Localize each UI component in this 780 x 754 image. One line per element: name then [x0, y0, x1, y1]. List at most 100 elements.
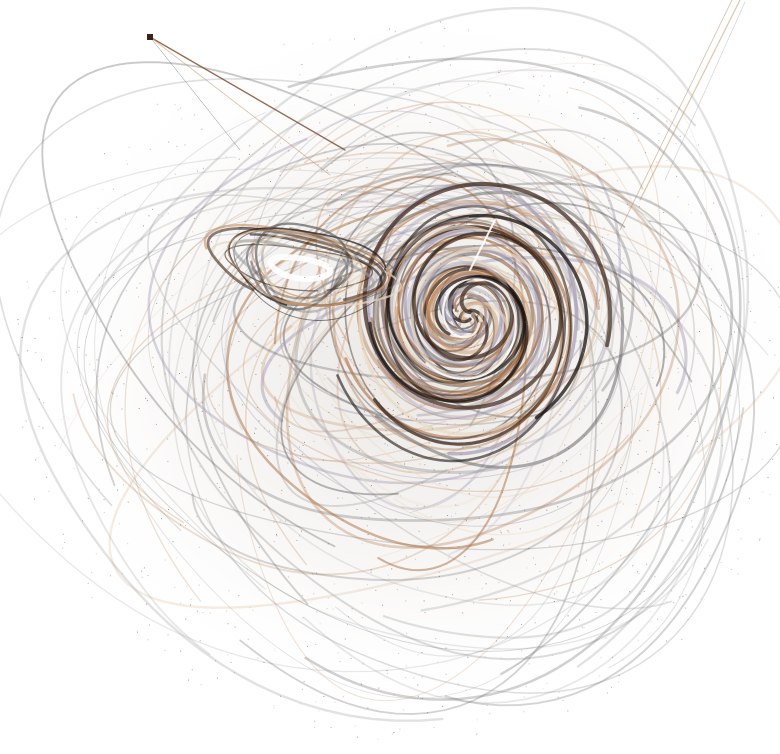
stipple-dot — [103, 499, 105, 501]
stipple-dot — [582, 166, 583, 168]
stipple-dot — [174, 173, 176, 175]
stipple-dot — [446, 365, 448, 367]
stipple-dot — [339, 213, 341, 215]
stipple-dot — [459, 269, 461, 270]
stipple-dot — [586, 396, 588, 398]
stipple-dot — [279, 520, 281, 522]
stipple-dot — [410, 183, 412, 185]
stipple-dot — [357, 716, 359, 718]
stipple-dot — [234, 331, 236, 333]
vortex-strand — [372, 221, 566, 420]
stipple-dot — [538, 335, 540, 337]
stipple-dot — [330, 94, 332, 96]
stipple-dot — [599, 264, 601, 266]
stipple-dot — [685, 594, 687, 596]
stipple-dot — [599, 675, 601, 677]
stipple-dot — [525, 311, 527, 313]
stipple-dot — [562, 289, 564, 291]
stipple-dot — [68, 252, 70, 254]
stipple-dot — [201, 402, 203, 404]
stipple-dot — [618, 675, 620, 677]
stipple-dot — [226, 610, 227, 612]
stipple-dot — [588, 540, 590, 542]
stipple-dot — [330, 313, 332, 315]
stipple-dot — [187, 519, 189, 521]
stipple-dot — [465, 689, 467, 691]
stipple-dot — [34, 498, 35, 500]
stipple-dot — [348, 451, 350, 453]
stipple-dot — [123, 484, 124, 486]
stipple-dot — [640, 320, 642, 322]
stipple-dot — [192, 98, 194, 100]
stipple-dot — [658, 421, 660, 423]
stipple-dot — [347, 624, 348, 626]
stipple-dot — [594, 226, 596, 228]
stipple-dot — [750, 310, 752, 312]
stipple-dot — [524, 321, 526, 323]
stipple-dot — [387, 672, 389, 674]
stipple-dot — [468, 493, 470, 495]
stipple-dot — [194, 398, 196, 400]
stipple-dot — [289, 344, 291, 346]
stipple-dot — [592, 328, 594, 330]
stipple-dot — [419, 463, 421, 465]
stipple-dot — [508, 531, 510, 533]
stipple-dot — [383, 326, 384, 328]
stipple-dot — [79, 384, 81, 386]
stipple-dot — [112, 277, 114, 278]
stipple-dot — [549, 545, 551, 547]
stipple-dot — [761, 434, 763, 436]
outer-strand — [0, 153, 735, 673]
stipple-dot — [312, 43, 314, 45]
stipple-dot — [185, 376, 187, 378]
stipple-dot — [17, 323, 19, 325]
stipple-dot — [577, 570, 579, 572]
stipple-dot — [419, 377, 421, 378]
stipple-dot — [699, 331, 700, 332]
stipple-dot — [663, 232, 664, 234]
stipple-dot — [181, 371, 183, 373]
stipple-dot — [314, 727, 315, 729]
stipple-dot — [307, 645, 308, 647]
stipple-dot — [562, 699, 564, 701]
stipple-dot — [456, 170, 458, 172]
stipple-dot — [201, 128, 203, 130]
stipple-dot — [775, 444, 777, 446]
mid-strand — [273, 302, 499, 462]
stipple-dot — [445, 647, 447, 649]
outer-strand — [60, 197, 608, 656]
background-haze — [20, 0, 780, 720]
outer-strand — [147, 173, 547, 514]
stipple-dot — [538, 100, 540, 102]
stipple-dot — [580, 169, 582, 171]
stipple-dot — [554, 593, 556, 595]
stipple-dot — [387, 444, 388, 446]
stipple-dot — [606, 399, 608, 400]
stipple-dot — [184, 144, 186, 146]
stipple-dot — [481, 363, 483, 365]
stipple-dot — [137, 631, 138, 633]
stipple-dot — [379, 409, 381, 410]
stipple-dot — [342, 519, 344, 521]
stipple-dot — [625, 494, 627, 495]
stipple-dot — [487, 92, 489, 94]
stipple-dot — [242, 404, 244, 406]
stipple-dot — [437, 345, 439, 347]
stipple-dot — [397, 402, 398, 404]
stipple-dot — [472, 336, 474, 337]
stipple-dot — [605, 637, 607, 639]
stipple-dot — [405, 555, 407, 557]
stipple-dot — [125, 290, 127, 292]
stipple-dot — [298, 370, 300, 372]
stipple-dot — [460, 454, 462, 455]
stipple-dot — [425, 279, 427, 281]
stipple-dot — [431, 428, 433, 430]
stipple-dot — [733, 249, 735, 251]
stipple-dot — [430, 516, 432, 518]
outer-strand — [106, 214, 722, 601]
stipple-dot — [202, 612, 204, 614]
vortex-dark-band — [368, 275, 529, 403]
stipple-dot — [576, 340, 578, 342]
stipple-dot — [721, 445, 723, 446]
stipple-dot — [759, 538, 761, 540]
